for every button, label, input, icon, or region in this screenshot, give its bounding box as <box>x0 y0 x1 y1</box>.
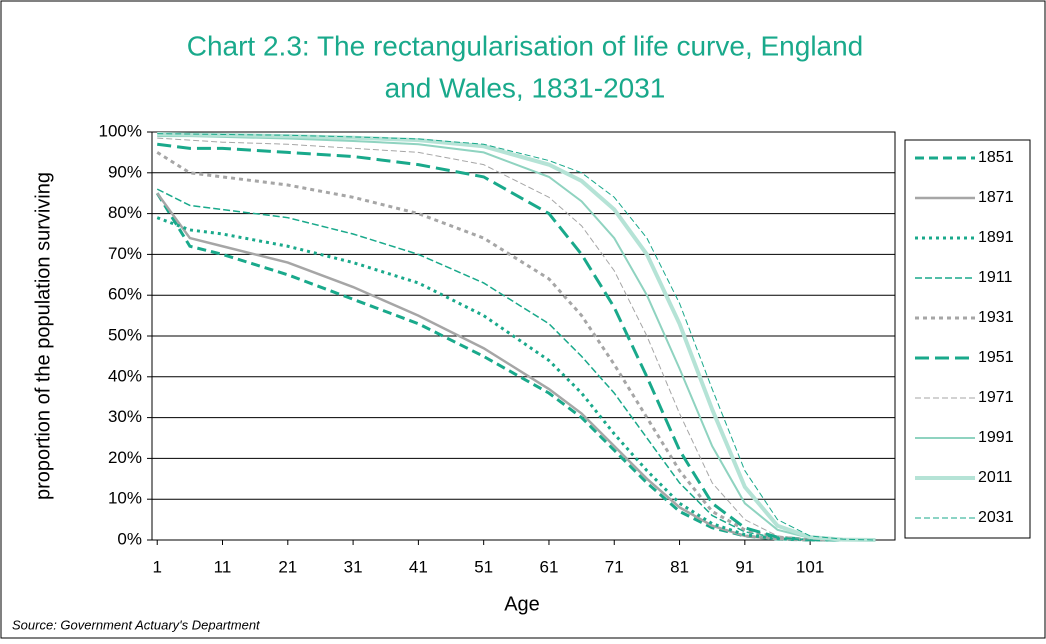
legend-label: 1891 <box>978 229 1014 246</box>
y-tick-label: 70% <box>108 244 142 263</box>
chart-title: and Wales, 1831-2031 <box>385 72 666 103</box>
y-tick-label: 30% <box>108 407 142 426</box>
y-tick-label: 40% <box>108 366 142 385</box>
series-line <box>157 133 876 541</box>
legend-label: 2031 <box>978 509 1014 526</box>
x-tick-label: 81 <box>670 557 689 576</box>
source: Source: Government Actuary's Department <box>12 617 261 632</box>
legend-label: 1991 <box>978 429 1014 446</box>
series-line <box>157 132 876 542</box>
y-tick-label: 80% <box>108 203 142 222</box>
x-tick-label: 11 <box>214 557 232 576</box>
legend-box <box>904 139 1031 539</box>
legend-label: 1971 <box>978 389 1014 406</box>
x-tick-label: 41 <box>409 557 428 576</box>
y-tick-label: 50% <box>108 325 142 344</box>
y-tick-label: 0% <box>117 529 142 548</box>
legend-label: 2011 <box>978 469 1013 486</box>
series-line <box>157 142 876 542</box>
x-tick-label: 71 <box>605 557 624 576</box>
x-tick-label: 101 <box>796 557 824 576</box>
legend-label: 1931 <box>978 309 1014 326</box>
series-line <box>156 151 876 542</box>
y-tick-label: 100% <box>99 121 142 140</box>
x-tick-label: 31 <box>344 557 363 576</box>
legend-label: 1951 <box>978 349 1014 366</box>
y-tick-label: 60% <box>108 285 142 304</box>
x-tick-label: 51 <box>474 557 493 576</box>
series-line <box>157 135 876 541</box>
x-tick-label: 1 <box>152 557 161 576</box>
x-tick-label: 21 <box>278 557 297 576</box>
x-axis-label: Age <box>504 593 540 615</box>
y-tick-label: 20% <box>108 448 142 467</box>
legend-label: 1911 <box>978 269 1013 286</box>
y-tick-label: 10% <box>108 489 142 508</box>
y-tick-label: 90% <box>108 162 142 181</box>
legend-label: 1871 <box>978 189 1014 206</box>
legend-label: 1851 <box>978 149 1014 166</box>
chart-title: Chart 2.3: The rectangularisation of lif… <box>187 30 864 61</box>
x-tick-label: 61 <box>540 557 559 576</box>
y-axis-label: proportion of the population surviving <box>32 172 54 500</box>
x-tick-label: 91 <box>735 557 754 576</box>
series-line <box>157 137 876 541</box>
